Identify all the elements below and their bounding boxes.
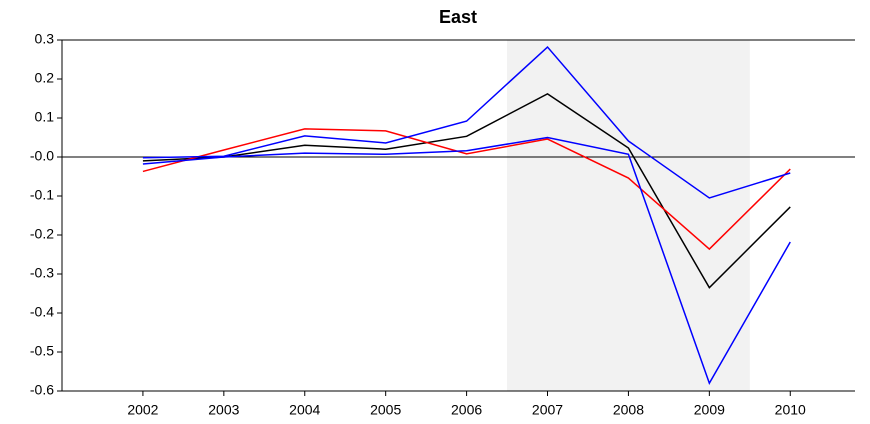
x-tick-label: 2010 xyxy=(775,402,806,418)
y-tick-label: -0.5 xyxy=(30,343,54,359)
data-line xyxy=(142,128,791,251)
x-tick-label: 2006 xyxy=(451,402,482,418)
y-tick-label: -0.3 xyxy=(30,265,54,281)
x-tick-label: 2005 xyxy=(370,402,401,418)
x-tick-label: 2008 xyxy=(613,402,644,418)
x-tick-label: 2009 xyxy=(694,402,725,418)
data-line xyxy=(142,45,791,199)
y-tick-label: 0.3 xyxy=(35,31,55,47)
y-tick-label: 0.1 xyxy=(35,109,55,125)
y-tick-label: -0.1 xyxy=(30,187,54,203)
x-tick-label: 2002 xyxy=(127,402,158,418)
shaded-region xyxy=(507,40,750,391)
x-tick-label: 2003 xyxy=(208,402,239,418)
chart-title: East xyxy=(439,7,477,27)
y-tick-label: -0.6 xyxy=(30,382,54,398)
y-tick-label: -0.2 xyxy=(30,226,54,242)
data-line xyxy=(142,92,791,289)
data-line xyxy=(142,136,791,385)
y-tick-label: 0.2 xyxy=(35,70,55,86)
x-tick-label: 2007 xyxy=(532,402,563,418)
x-tick-label: 2004 xyxy=(289,402,320,418)
y-tick-label: -0.0 xyxy=(30,148,54,164)
y-tick-label: -0.4 xyxy=(30,304,54,320)
